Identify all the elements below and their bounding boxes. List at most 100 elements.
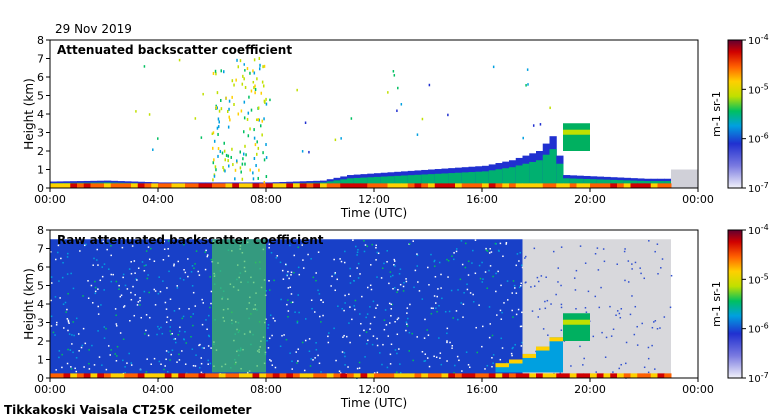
scatter-point <box>334 138 337 142</box>
noise-speckle <box>309 365 312 367</box>
bl-cell <box>509 167 517 188</box>
noise-speckle <box>114 308 117 310</box>
precip-streak <box>224 169 226 173</box>
precip-streak <box>253 58 256 62</box>
noise-speckle <box>344 364 346 366</box>
bl-cell <box>461 172 469 188</box>
noise-speckle <box>97 288 99 290</box>
noise-speckle <box>391 274 394 277</box>
noise-speckle <box>297 348 300 350</box>
noise-speckle <box>288 277 290 280</box>
noise-speckle <box>364 244 367 246</box>
noise-speckle <box>430 312 433 315</box>
noise-speckle <box>286 303 288 306</box>
noise-speckle <box>183 338 185 340</box>
noise-speckle <box>123 305 126 307</box>
precip-streak <box>239 150 242 154</box>
noise-speckle <box>101 364 103 366</box>
noise-speckle <box>481 261 483 264</box>
grey-speckle <box>538 308 541 310</box>
noise-speckle <box>136 304 139 306</box>
noise-speckle <box>301 341 304 344</box>
grey-speckle <box>623 250 626 253</box>
surface-strip <box>576 373 584 378</box>
surface-strip <box>225 183 233 188</box>
scatter-point <box>532 124 535 127</box>
noise-speckle <box>515 264 518 267</box>
grey-speckle <box>669 306 672 309</box>
grey-speckle <box>533 285 536 287</box>
y-axis-label: Height (km) <box>22 268 36 339</box>
noise-speckle <box>184 363 187 365</box>
surface-strip <box>421 183 429 188</box>
precip-streak <box>226 109 229 113</box>
bl-cell <box>542 154 550 188</box>
noise-speckle <box>370 288 373 291</box>
surface-strip <box>367 373 375 378</box>
noise-speckle <box>421 350 424 353</box>
noise-speckle <box>438 337 440 339</box>
colorbar-tick-label: 10-4 <box>748 33 769 47</box>
colorbar-tick-label: 10-7 <box>748 371 769 385</box>
noise-speckle <box>426 357 429 359</box>
surface-strip <box>529 183 537 188</box>
noise-speckle <box>517 308 520 311</box>
noise-speckle <box>390 303 392 306</box>
noise-speckle <box>460 240 463 242</box>
noise-speckle <box>69 349 72 351</box>
noise-speckle <box>365 331 368 333</box>
y-tick-label: 2 <box>37 335 44 348</box>
noise-speckle <box>167 248 169 250</box>
noise-speckle <box>170 353 172 356</box>
surface-strip <box>110 183 118 188</box>
noise-speckle <box>140 316 142 319</box>
elevated-layer <box>563 313 590 341</box>
noise-speckle <box>339 372 342 374</box>
noise-speckle <box>147 334 150 337</box>
noise-speckle <box>373 316 376 318</box>
noise-speckle <box>297 266 300 269</box>
noise-speckle <box>406 323 408 325</box>
noise-speckle <box>512 280 515 282</box>
noise-speckle <box>515 313 518 316</box>
noise-speckle <box>518 286 521 289</box>
surface-strip <box>171 373 179 378</box>
noise-speckle <box>514 287 516 289</box>
surface-strip <box>455 373 463 378</box>
y-tick-label: 7 <box>37 53 44 66</box>
grey-speckle <box>582 364 584 366</box>
noise-speckle <box>158 328 160 330</box>
noise-speckle <box>486 250 489 252</box>
noise-speckle <box>485 249 488 252</box>
noise-speckle <box>486 364 489 367</box>
surface-strip <box>347 183 355 188</box>
noise-speckle <box>318 293 321 295</box>
y-axis-label: Height (km) <box>22 78 36 149</box>
surface-strip <box>475 183 483 188</box>
noise-speckle <box>150 247 152 250</box>
noise-speckle <box>457 289 459 291</box>
grey-speckle <box>575 308 577 310</box>
noise-speckle <box>475 326 477 329</box>
y-tick-label: 0 <box>37 372 44 385</box>
noise-speckle <box>206 255 209 258</box>
scatter-point <box>393 74 396 77</box>
noise-speckle <box>103 326 106 328</box>
noise-speckle <box>343 261 346 264</box>
noise-speckle <box>97 313 100 315</box>
noise-speckle <box>68 333 71 335</box>
grey-speckle <box>563 340 566 342</box>
scatter-point <box>397 86 399 90</box>
surface-strip <box>151 373 159 378</box>
bl-cell <box>360 177 368 188</box>
noise-speckle <box>213 377 215 380</box>
precip-streak <box>254 91 256 95</box>
scatter-point <box>492 65 495 69</box>
noise-speckle <box>90 284 93 287</box>
noise-speckle <box>115 323 118 325</box>
noise-speckle <box>500 318 503 320</box>
precip-streak <box>261 80 264 84</box>
noise-speckle <box>516 253 519 255</box>
grey-speckle <box>579 245 582 247</box>
noise-speckle <box>97 330 99 332</box>
